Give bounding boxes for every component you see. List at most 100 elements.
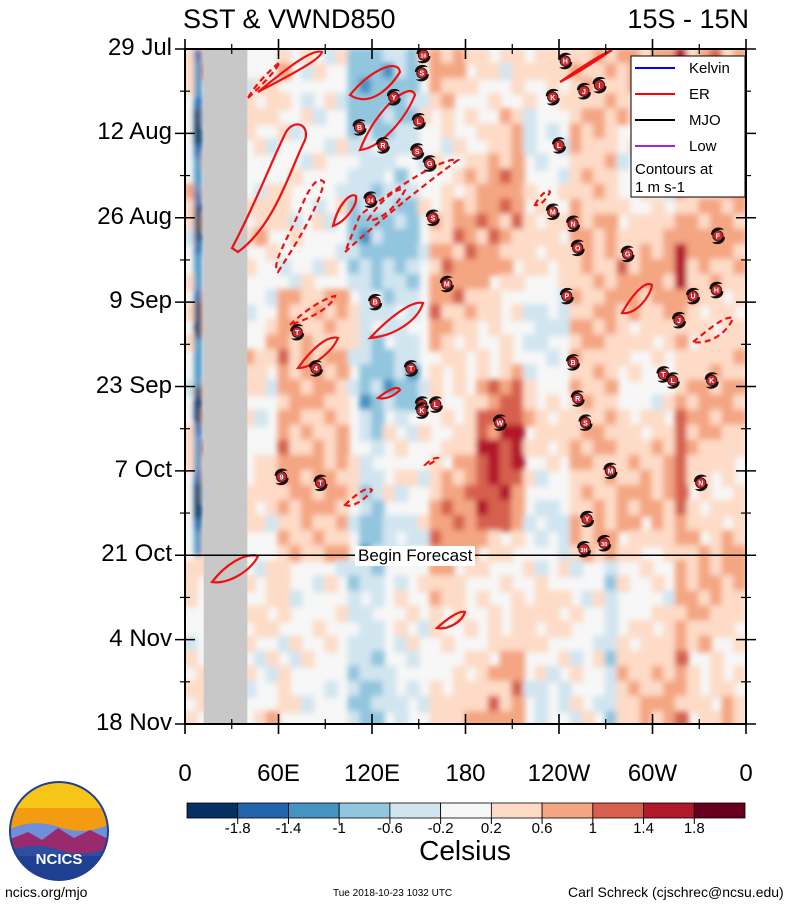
sst-cell [464,500,479,518]
sst-cell [289,379,303,397]
sst-cell [511,665,525,683]
sst-cell [194,49,203,63]
sst-cell [441,108,455,126]
sst-cell [522,108,537,126]
sst-cell [593,650,607,668]
sst-cell [371,379,385,397]
ncics-logo[interactable]: NCICS [8,780,110,882]
sst-cell [394,198,409,216]
sst-cell [721,575,736,593]
sst-cell [347,49,362,66]
storm-symbol: G [620,245,635,263]
sst-cell [194,350,203,364]
sst-cell [663,439,677,457]
sst-cell [593,364,607,382]
sst-cell [371,590,385,608]
sst-cell [522,213,537,231]
sst-cell [194,302,203,316]
legend: Kelvin ER MJO Low Contours at 1 m s-1 [630,55,746,198]
sst-cell [371,515,385,533]
sst-cell [534,695,549,713]
sst-cell [604,409,619,427]
sst-cell [394,168,409,186]
sst-cell [312,424,327,442]
sst-cell [674,650,689,668]
sst-cell [452,680,467,698]
sst-cell [709,620,724,638]
sst-cell [674,289,689,307]
sst-cell [359,304,373,322]
sst-cell [335,379,350,397]
sst-cell [604,274,619,292]
sst-cell [359,605,373,623]
sst-cell [698,228,712,246]
sst-cell [604,168,619,186]
sst-cell [663,213,677,231]
sst-cell [663,424,677,442]
sst-cell [593,228,607,246]
storm-label: H [714,288,719,295]
sst-cell [698,710,712,724]
sst-cell [616,63,631,81]
sst-cell [511,695,525,713]
sst-cell [558,695,572,713]
sst-cell [371,530,385,548]
sst-cell [359,319,373,337]
sst-cell [417,530,432,548]
sst-cell [289,274,303,292]
sst-cell [651,695,666,713]
sst-cell [663,394,677,412]
sst-cell [371,680,385,698]
sst-cell [464,695,479,713]
sst-cell [429,530,444,548]
sst-cell [277,289,292,307]
sst-cell [534,153,549,171]
sst-cell [406,49,420,66]
sst-cell [194,278,203,292]
sst-cell [289,394,303,412]
sst-cell [371,258,385,277]
sst-cell [441,78,455,96]
sst-cell [452,138,467,156]
legend-label: Low [689,138,717,155]
sst-cell [651,484,666,503]
sst-cell [254,213,268,231]
sst-cell [394,289,409,307]
sst-cell [429,605,444,623]
sst-cell [476,289,490,307]
sst-cell [534,439,549,457]
sst-cell [347,258,362,277]
sst-cell [522,409,537,427]
sst-cell [651,650,666,668]
sst-cell [721,379,736,397]
sst-cell [194,458,203,472]
sst-cell [300,409,315,427]
sst-cell [616,319,631,337]
sst-cell [394,123,409,141]
sst-cell [289,695,303,713]
storm-label: 30 [601,542,607,548]
sst-cell [709,258,724,277]
sst-cell [194,326,203,340]
sst-cell [499,439,514,457]
storm-label: T [318,481,323,488]
sst-cell [312,409,327,427]
sst-cell [194,386,203,400]
sst-cell [441,123,455,141]
footer-url[interactable]: ncics.org/mjo [5,884,88,900]
sst-cell [371,710,385,724]
sst-cell [511,605,525,623]
sst-cell [686,560,701,578]
sst-cell [733,213,746,231]
sst-cell [511,394,525,412]
sst-cell [593,153,607,171]
sst-cell [511,123,525,141]
sst-cell [277,379,292,397]
globe-logo-icon: NCICS [9,781,109,881]
sst-cell [534,590,549,608]
sst-cell [441,439,455,457]
sst-cell [663,454,677,472]
sst-cell [721,304,736,322]
sst-cell [616,349,631,367]
